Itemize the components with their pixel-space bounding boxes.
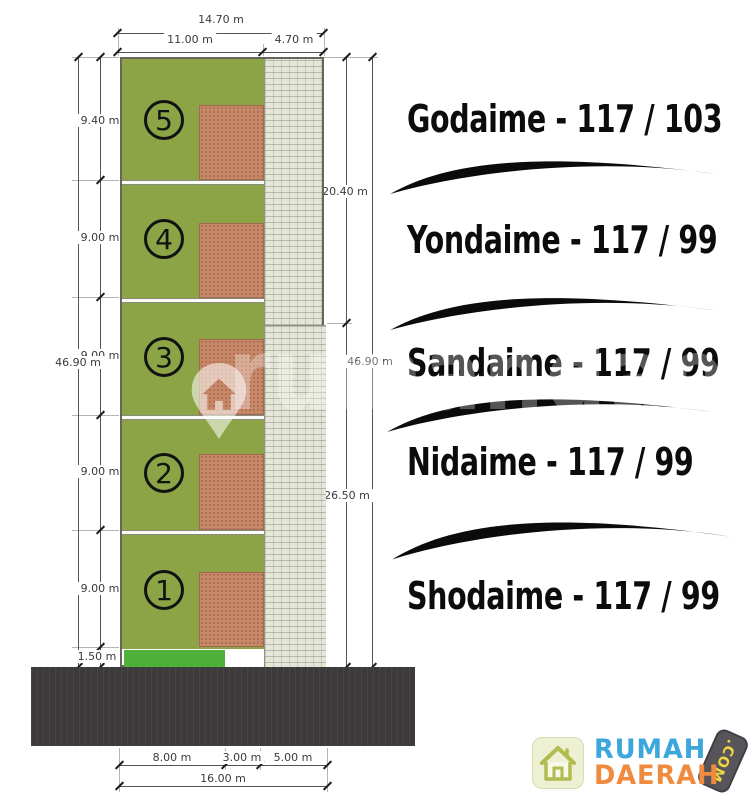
ext-line [72, 180, 119, 181]
swoosh-divider [390, 298, 716, 331]
ext-line [72, 297, 119, 298]
dim-label-top-left: 11.00 m [164, 33, 216, 46]
listing-label-nidaime: Nidaime - 117 / 99 [407, 440, 694, 484]
paving-path-upper [264, 59, 322, 325]
ext-line [72, 57, 119, 58]
logo-tile [532, 737, 584, 789]
dim-label-bottom-total: 16.00 m [197, 772, 249, 785]
dim-label-bottom-seg3: 5.00 m [270, 751, 316, 764]
ext-line [72, 647, 119, 648]
lot-divider [122, 415, 264, 420]
unit-number-3: 3 [144, 337, 184, 377]
lot-divider [122, 530, 264, 535]
logo-word-rumah: RUMAH [594, 734, 707, 765]
building-footprint-unit-2 [199, 454, 264, 530]
dim-label-bottom-seg2: 3.00 m [219, 751, 265, 764]
road [31, 667, 415, 746]
ext-line [324, 28, 325, 56]
listing-label-godaime: Godaime - 117 / 103 [407, 97, 723, 141]
listing-label-yondaime: Yondaime - 117 / 99 [407, 218, 718, 262]
ext-line [327, 748, 328, 792]
logo-word-daerah: DAERAH [594, 760, 720, 791]
unit-number-4: 4 [144, 219, 184, 259]
ext-line [119, 748, 120, 792]
swoosh-divider [387, 399, 713, 432]
building-footprint-unit-4 [199, 223, 264, 298]
dim-label-top-right: 4.70 m [271, 33, 317, 46]
dim-label-right-upper: 20.40 m [319, 185, 371, 198]
listing-label-shodaime: Shodaime - 117 / 99 [407, 574, 720, 618]
ext-line [324, 57, 378, 58]
dim-label-unit2-height: 9.00 m [77, 465, 123, 478]
listing-label-sandaime: Sandaime - 117 / 99 [407, 341, 720, 385]
unit-number-2: 2 [144, 453, 184, 493]
dim-label-right-total: 46.90 m [344, 355, 396, 368]
dim-label-bottom-seg1: 8.00 m [149, 751, 195, 764]
ext-line [72, 530, 119, 531]
logo: .COM RUMAH DAERAH [532, 726, 749, 796]
paving-path-lower [264, 325, 326, 669]
dim-line [119, 786, 327, 787]
swoosh-divider [390, 161, 716, 194]
dim-label-unit5-height: 9.40 m [77, 114, 123, 127]
building-footprint-unit-3 [199, 339, 264, 415]
front-driveway [225, 649, 264, 669]
ext-line [72, 415, 119, 416]
lot-divider [122, 298, 264, 303]
front-grass-strip [124, 650, 225, 667]
dim-line [118, 52, 324, 53]
house-logo-icon [540, 746, 576, 781]
ext-line [118, 28, 119, 56]
unit-number-1: 1 [144, 570, 184, 610]
dim-label-top-total: 14.70 m [195, 13, 247, 26]
ext-line [327, 323, 352, 324]
dim-label-front-setback: 1.50 m [74, 650, 120, 663]
dim-label-left-total: 46.90 m [52, 356, 104, 369]
dim-label-right-lower: 26.50 m [321, 489, 373, 502]
site-plot: 5 4 3 2 1 [120, 57, 326, 669]
unit-number-5: 5 [144, 100, 184, 140]
lot-divider [122, 180, 264, 185]
dim-line [118, 33, 324, 34]
building-footprint-unit-5 [199, 105, 264, 180]
dim-label-unit4-height: 9.00 m [77, 231, 123, 244]
dim-label-unit1-height: 9.00 m [77, 582, 123, 595]
building-footprint-unit-1 [199, 572, 264, 647]
swoosh-divider [392, 522, 732, 560]
